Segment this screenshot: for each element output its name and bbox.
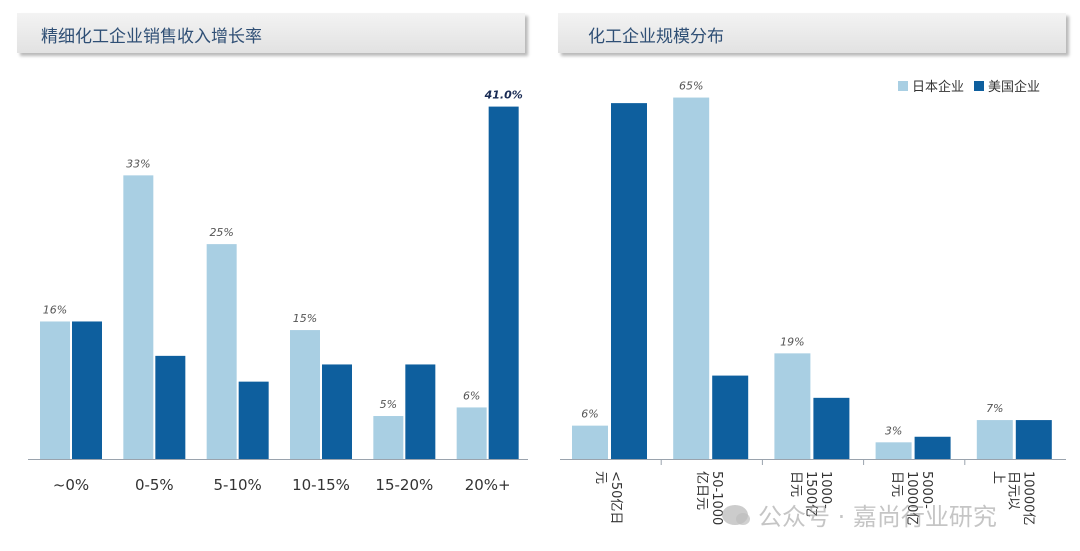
data-label: 41.0% [484,89,523,102]
right-chart-title: 化工企业规模分布 [588,27,724,47]
bar-usa [611,103,647,459]
bar-series1 [290,330,320,459]
data-label: 3% [885,424,902,437]
data-label: 15% [293,312,317,325]
bar-series1 [373,416,404,459]
right-chart-header: 化工企业规模分布 [558,13,1066,53]
legend-label-japan: 日本企业 [912,80,965,95]
bar-series1 [123,175,154,459]
left-chart-header: 精细化工企业销售收入增长率 [17,13,525,53]
growth-rate-bar-chart: 16% ~0% 33% 0-5% 25% 5-10% 15% 10-15% 5% 15-20% 6%… [28,89,528,494]
bar-japan [673,97,710,459]
bar-series2 [405,364,436,459]
x-tick-label: 0-5% [135,476,174,494]
legend-item-usa: 美国企业 [974,76,1040,95]
legend-swatch-japan [898,80,908,91]
bar-series2 [238,381,269,459]
x-tick-label: 日元以 [1005,471,1020,510]
bar-series1 [40,321,70,459]
x-tick-label: 15-20% [375,476,433,494]
x-tick-label: <50亿日 [608,471,623,524]
data-label: 19% [780,335,804,348]
x-tick-label: 日元 [788,471,803,497]
x-tick-label: 元 [593,471,608,484]
bar-series1 [456,407,487,459]
x-tick-label: ~0% [53,476,89,494]
bar-usa [914,436,951,459]
legend: 日本企业 美国企业 [898,76,1040,95]
bar-usa [813,397,850,459]
bar-usa [712,375,749,459]
bar-usa [1015,420,1052,459]
left-chart-title: 精细化工企业销售收入增长率 [41,27,262,47]
data-label: 16% [43,303,67,316]
legend-swatch-usa [974,80,985,91]
watermark-text: 公众号 · 嘉尚行业研究 [758,503,997,531]
bar-japan [976,420,1013,459]
data-label: 5% [380,398,397,411]
data-label: 7% [986,402,1003,415]
bar-japan [774,353,811,459]
bar-japan [875,442,912,459]
legend-label-usa: 美国企业 [988,80,1041,95]
x-tick-label: 20%+ [465,476,511,494]
bar-series2 [72,321,102,459]
watermark: 公众号 · 嘉尚行业研究 [722,497,997,532]
x-tick-label: 上 [990,471,1005,484]
data-label: 6% [463,389,480,402]
data-label: 33% [126,157,150,170]
data-label: 25% [209,226,233,239]
x-tick-label: 10-15% [292,476,350,494]
x-tick-label: 日元 [889,471,904,497]
bar-series2 [322,364,352,459]
x-tick-label: 5-10% [214,476,262,494]
bar-series1 [206,244,237,459]
data-label: 65% [679,80,703,93]
bar-series2 [488,106,519,459]
data-label: 6% [581,408,598,421]
wechat-icon [722,504,750,525]
x-tick-label: 亿日元 [694,471,709,510]
legend-item-japan: 日本企业 [898,76,964,95]
bar-japan [572,425,608,459]
x-tick-label: 10000亿 [1020,471,1035,525]
bar-series2 [155,355,186,459]
